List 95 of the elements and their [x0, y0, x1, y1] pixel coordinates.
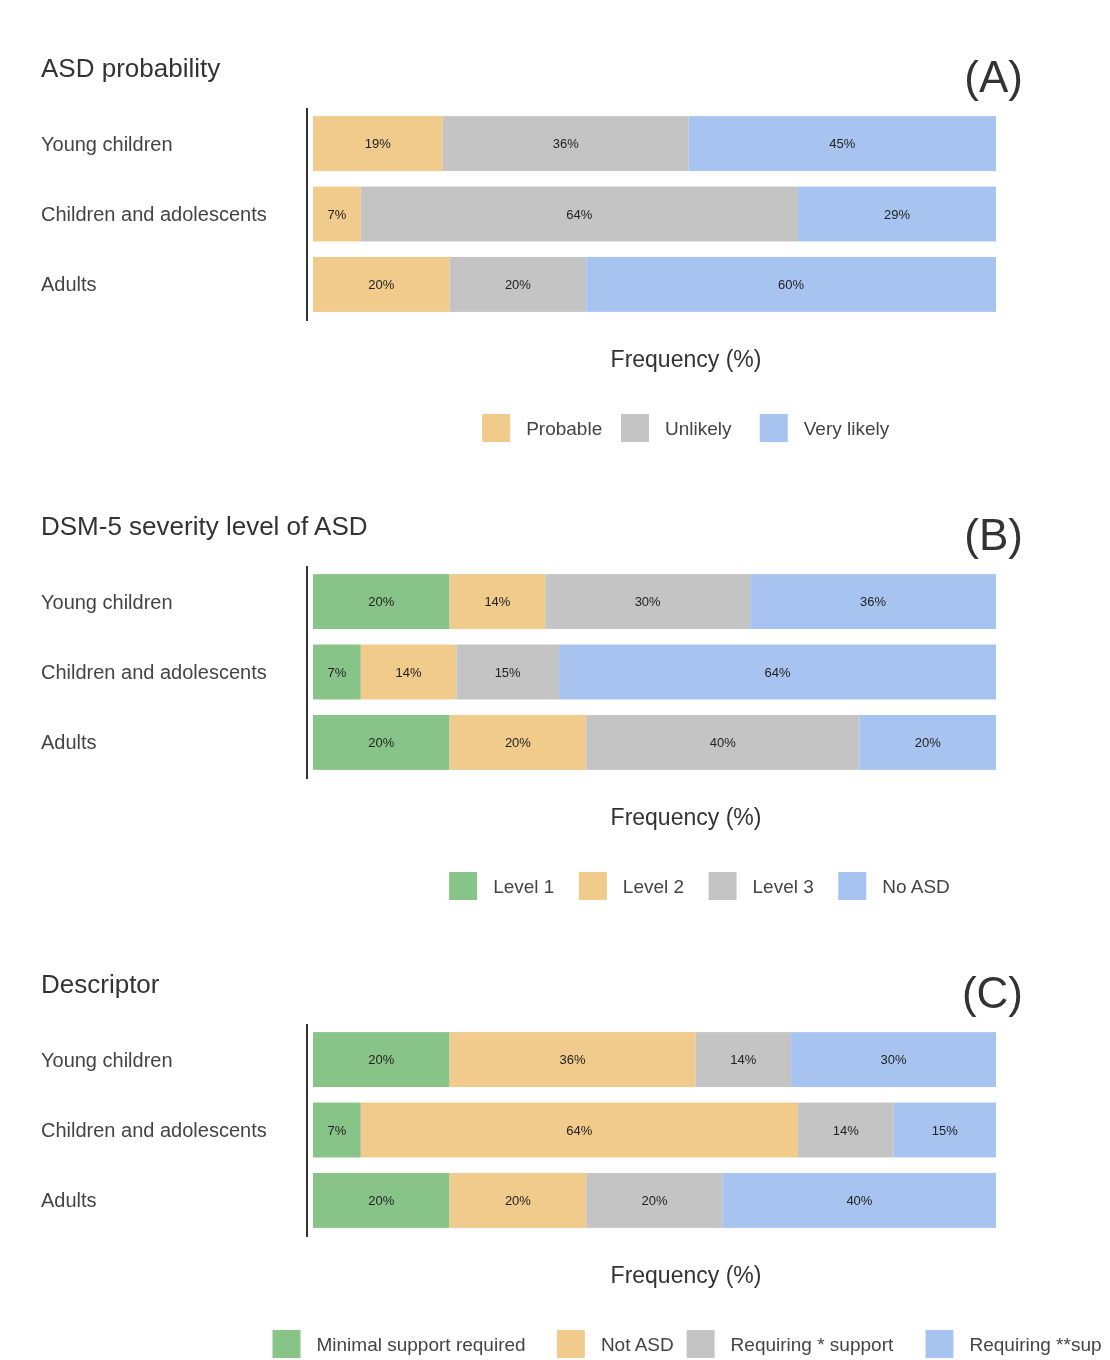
data-label: 36%	[552, 136, 580, 152]
data-label: 14%	[832, 1122, 860, 1138]
bar	[313, 714, 450, 770]
bar	[449, 1032, 696, 1088]
data-label: 20%	[504, 276, 532, 292]
y-tick-label: Young children	[41, 1048, 173, 1071]
bar	[360, 644, 457, 700]
legend-label: Level 1	[493, 875, 555, 897]
bar	[586, 256, 996, 312]
bar	[360, 186, 798, 242]
y-tick-label: Children and adolescents	[41, 203, 267, 225]
y-tick-label: Adults	[41, 1189, 97, 1212]
text: (B)	[964, 510, 1023, 559]
data-label: 40%	[846, 1192, 873, 1208]
data-label: 15%	[494, 664, 522, 680]
bar	[313, 644, 361, 700]
bar	[859, 714, 996, 770]
bar	[586, 714, 860, 770]
data-label: 20%	[504, 734, 532, 750]
y-tick-label: Children and adolescents	[41, 1119, 267, 1141]
bar	[750, 574, 996, 630]
bar	[449, 574, 546, 630]
legend-label: Level 2	[622, 875, 685, 897]
data-label: 20%	[368, 1192, 395, 1208]
bar	[722, 1172, 996, 1228]
data-label: 20%	[368, 594, 395, 610]
data-label: 30%	[634, 594, 662, 610]
data-label: 7%	[327, 206, 347, 222]
bar	[456, 644, 559, 700]
data-label: 20%	[914, 734, 942, 750]
data-label: 20%	[641, 1192, 668, 1208]
data-label: 14%	[395, 664, 423, 680]
legend-label: Not ASD	[600, 1333, 674, 1355]
data-label: 20%	[368, 1052, 395, 1068]
data-label: 36%	[860, 594, 887, 610]
data-label: 45%	[829, 136, 856, 152]
bar	[545, 574, 751, 630]
bar	[313, 186, 361, 242]
data-label: 20%	[504, 1192, 532, 1208]
legend-label: Probable	[526, 417, 603, 439]
data-label: 64%	[566, 206, 593, 222]
data-label: 30%	[880, 1052, 907, 1068]
bar	[688, 116, 996, 172]
legend-label: Very likely	[803, 417, 890, 439]
y-tick-label: Adults	[41, 731, 97, 754]
bar	[695, 1032, 792, 1088]
bar	[313, 1102, 361, 1158]
legend-label: Level 3	[752, 875, 814, 897]
legend-label: Minimal support required	[316, 1333, 526, 1355]
data-label: 7%	[327, 1122, 347, 1138]
data-label: 14%	[484, 594, 511, 610]
chart-title: DSM-5 severity level of ASD	[41, 511, 368, 541]
bar	[313, 1172, 450, 1228]
bar	[313, 574, 450, 630]
data-label: 7%	[327, 664, 347, 680]
text: Descriptor	[41, 969, 160, 999]
bar	[797, 186, 996, 242]
data-label: 36%	[559, 1052, 586, 1068]
data-label: 20%	[368, 734, 395, 750]
data-label: 40%	[709, 734, 737, 750]
bar	[313, 116, 443, 172]
data-label: 60%	[778, 276, 805, 292]
bar	[449, 1172, 587, 1228]
y-tick-label: Young children	[41, 590, 173, 613]
bar	[360, 1102, 798, 1158]
chart-title: ASD probability	[41, 53, 221, 83]
x-axis-title: Frequency (%)	[610, 804, 762, 830]
bar	[586, 1172, 723, 1228]
data-label: 29%	[883, 206, 911, 222]
data-label: 14%	[730, 1052, 757, 1068]
bar	[797, 1102, 894, 1158]
legend-label: No ASD	[882, 875, 950, 897]
text: (C)	[961, 968, 1023, 1017]
legend-label: Requiring **sup	[969, 1333, 1102, 1355]
bar	[442, 116, 689, 172]
bar	[893, 1102, 996, 1158]
bar	[449, 256, 587, 312]
bar	[313, 1032, 450, 1088]
bar	[449, 714, 587, 770]
data-label: 20%	[368, 276, 395, 292]
legend-label: Unlikely	[664, 417, 732, 439]
y-tick-label: Adults	[41, 273, 97, 296]
y-tick-label: Young children	[41, 132, 173, 155]
x-axis-title: Frequency (%)	[610, 1262, 762, 1288]
data-label: 19%	[364, 136, 392, 152]
bar	[791, 1032, 996, 1088]
x-axis-title: Frequency (%)	[610, 346, 762, 372]
y-tick-label: Children and adolescents	[41, 661, 267, 683]
text: (A)	[964, 52, 1023, 101]
data-label: 15%	[931, 1122, 959, 1138]
data-label: 64%	[566, 1122, 593, 1138]
bar	[558, 644, 996, 700]
legend-label: Requiring * support	[730, 1333, 894, 1355]
data-label: 64%	[764, 664, 791, 680]
bar	[313, 256, 450, 312]
